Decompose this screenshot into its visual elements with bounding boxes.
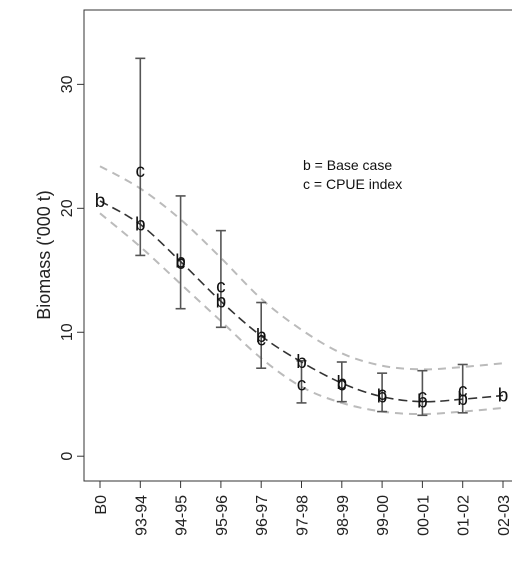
x-tick-label: B0	[93, 495, 110, 515]
legend-entry-cpue-index: c = CPUE index	[303, 176, 402, 192]
x-axis-ticks: B0 93-94 94-95 95-96 96-97 97-98 98-99 99-00 00-…	[93, 481, 512, 536]
base-case-point: b	[135, 214, 146, 235]
cpue-index-point: c	[176, 253, 186, 274]
legend-entry-base-case: b = Base case	[303, 157, 392, 173]
x-tick-label: 01-02	[456, 495, 473, 536]
cpue-index-point: c	[337, 374, 347, 395]
x-tick-label: 02-03	[496, 495, 512, 536]
y-tick-label: 10	[59, 323, 76, 341]
x-tick-label: 99-00	[375, 495, 392, 536]
plot-border	[83, 9, 512, 482]
cpue-index-point: c	[136, 161, 146, 182]
x-tick-label: 96-97	[254, 495, 271, 536]
base-case-point: b	[377, 387, 388, 408]
x-tick-label: 98-99	[335, 495, 352, 536]
plot-frame	[83, 9, 512, 482]
base-case-point: b	[457, 389, 468, 410]
cpue-index-point: c	[418, 387, 428, 408]
base-case-point: b	[256, 326, 267, 347]
base-case-point: b	[175, 252, 186, 273]
cpue-index-point: c	[297, 374, 307, 395]
x-tick-label: 94-95	[174, 495, 191, 536]
base-case-point: b	[95, 191, 106, 212]
cpue-index-point: c	[216, 276, 226, 297]
base-case-path	[99, 200, 504, 403]
cpue-index-point: c	[377, 384, 387, 405]
base-case-point: b	[337, 373, 348, 394]
cpue-index-point: c	[256, 330, 266, 351]
x-tick-label: 95-96	[214, 495, 231, 536]
y-axis-ticks: 0 10 20 30	[59, 75, 84, 461]
y-tick-label: 0	[59, 452, 76, 461]
base-case-point: b	[417, 392, 428, 413]
cpue-index-point: c	[458, 381, 468, 402]
base-case-line	[99, 200, 504, 403]
x-tick-label: 97-98	[295, 495, 312, 536]
base-case-point: b	[216, 291, 227, 312]
base-case-point: b	[498, 385, 509, 406]
y-tick-label: 20	[59, 199, 76, 217]
x-tick-label: 93-94	[133, 495, 150, 536]
y-tick-label: 30	[59, 75, 76, 93]
y-axis-label: Biomass ('000 t)	[34, 190, 54, 319]
ci-upper-line	[99, 165, 504, 371]
legend: b = Base case c = CPUE index	[303, 157, 402, 192]
base-case-point: b	[296, 352, 307, 373]
x-tick-label: 00-01	[415, 495, 432, 536]
